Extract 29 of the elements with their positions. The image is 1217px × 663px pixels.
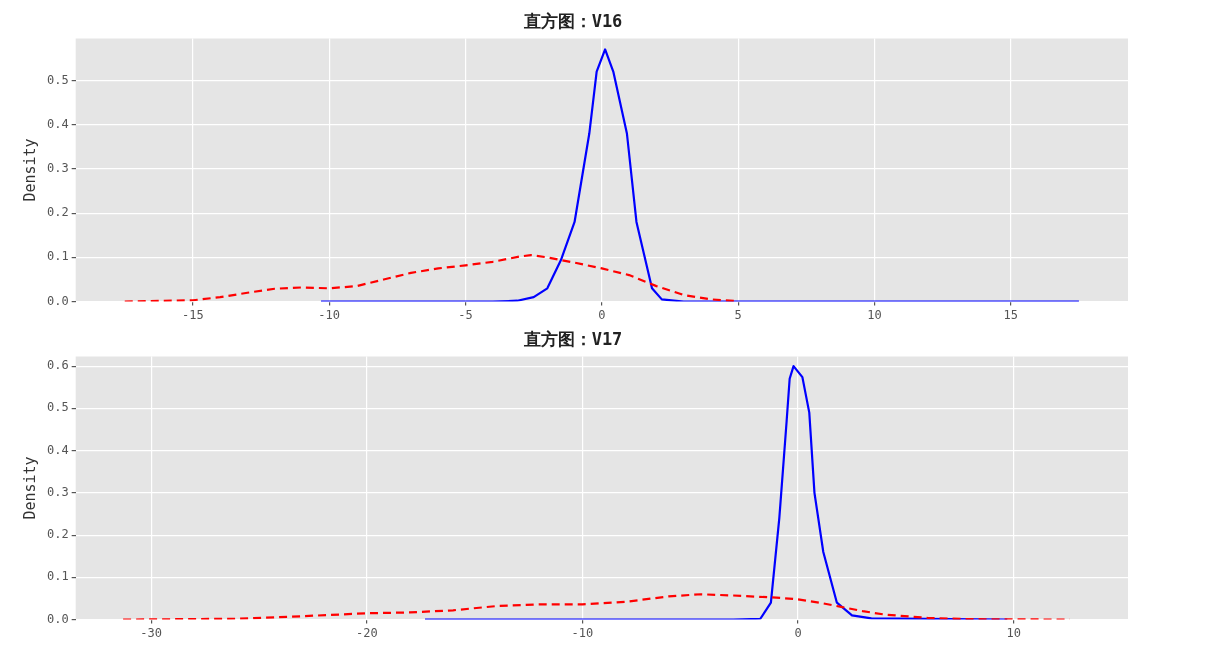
y-tick-label: 0.5 [46,400,69,415]
y-tick-label: 0.3 [46,161,69,176]
y-tick-label: 0.5 [46,72,69,87]
x-tick-label: -10 [318,307,341,322]
x-tick-label: 15 [1003,307,1018,322]
y-tick-label: 0.2 [46,527,69,542]
y-tick-label: 0.3 [46,484,69,499]
y-tick-label: 0.1 [46,249,69,264]
y-tick-label: 0.0 [46,293,69,308]
y-tick-label: 0.4 [46,116,69,131]
y-tick-label: 0.2 [46,205,69,220]
chart-title: 直方图：V17 [522,328,623,349]
y-tick-label: 0.4 [46,442,69,457]
y-tick-label: 0.1 [46,569,69,584]
chart-title: 直方图：V16 [522,10,623,31]
x-tick-label: 10 [1006,625,1021,640]
x-tick-label: 0 [598,307,606,322]
y-tick-label: 0.0 [46,611,69,626]
x-tick-label: -10 [571,625,594,640]
x-tick-label: -5 [458,307,473,322]
x-tick-label: -30 [140,625,162,640]
y-axis-title: Density [20,456,39,520]
x-tick-label: 10 [867,307,882,322]
x-tick-label: -15 [182,307,204,322]
x-tick-label: 0 [794,625,802,640]
x-tick-label: -20 [355,625,378,640]
y-axis-title: Density [20,138,39,202]
x-tick-label: 5 [734,307,742,322]
y-tick-label: 0.6 [46,358,69,373]
